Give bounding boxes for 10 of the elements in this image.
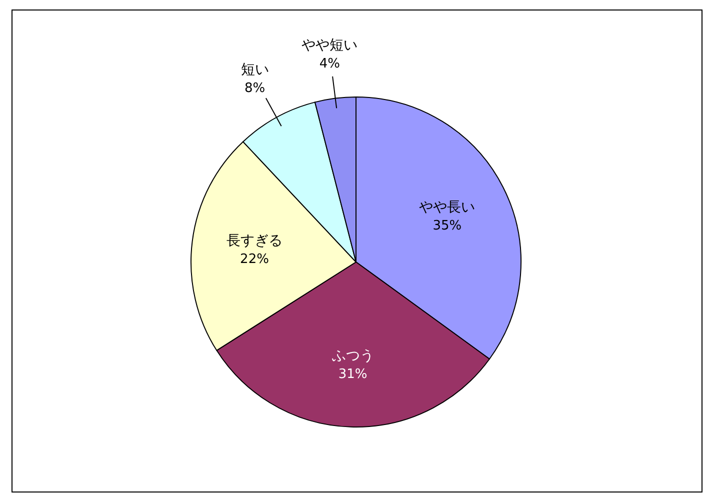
data-label: 35% [432, 218, 462, 234]
data-label: 22% [240, 252, 269, 268]
slice-label: やや長い [419, 200, 476, 216]
slice-label: ふつう [330, 348, 374, 364]
data-label: 8% [244, 80, 266, 96]
data-label: 31% [338, 367, 368, 382]
slice-label: やや短い [302, 38, 358, 54]
data-label: 4% [319, 56, 340, 72]
slice-label: 短い [240, 62, 269, 78]
slice-label: 長すぎる [226, 233, 283, 250]
